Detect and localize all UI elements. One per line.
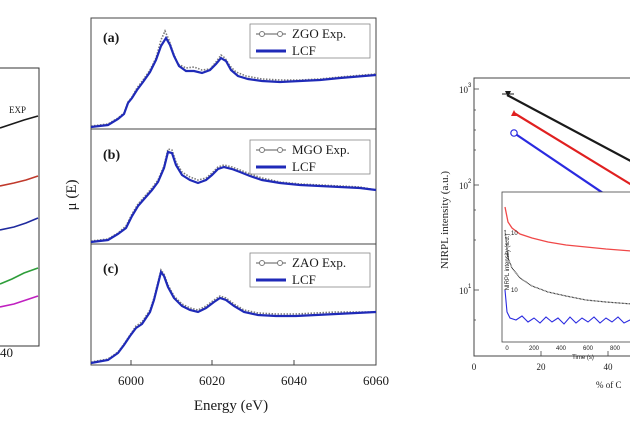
inset-x-tick-800: 800 bbox=[610, 346, 621, 352]
right-xlabel: % of C bbox=[596, 380, 622, 390]
right-y-tick-10: 10 bbox=[459, 286, 469, 296]
subplot-a-legend: ZGO Exp. LCF bbox=[249, 23, 371, 59]
subplot-c-fit-trace bbox=[90, 269, 377, 365]
left-x-tick-partial: 40 bbox=[0, 345, 13, 360]
right-y-tick-100: 10 bbox=[459, 181, 469, 191]
inset: 10 10 NIRPL intensity (a.u.) 0 200 400 6… bbox=[501, 191, 630, 361]
inset-xlabel: Time (s) bbox=[572, 355, 594, 361]
middle-ylabel: μ (E) bbox=[64, 180, 80, 211]
left-series-exp-line bbox=[0, 115, 39, 129]
x-tick-6060: 6060 bbox=[363, 373, 389, 388]
inset-y-tick-lower: 10 bbox=[511, 288, 518, 294]
inset-x-tick-600: 600 bbox=[583, 346, 594, 352]
subplot-c-frame bbox=[90, 243, 377, 366]
subplot-a-label: (a) bbox=[103, 31, 120, 46]
x-tick-6020: 6020 bbox=[199, 373, 225, 388]
right-x-tick-0: 0 bbox=[472, 362, 477, 372]
subplot-a-legend-fit: LCF bbox=[292, 43, 316, 58]
inset-red-decay bbox=[504, 206, 630, 252]
right-y-tick-exp-1: 1 bbox=[468, 284, 472, 290]
inset-x-tick-0: 0 bbox=[505, 346, 509, 352]
right-series-blue-marker bbox=[510, 129, 518, 137]
right-y-tick-exp-3: 3 bbox=[468, 83, 472, 89]
left-series-red-line bbox=[0, 175, 39, 187]
inset-x-tick-400: 400 bbox=[556, 346, 567, 352]
middle-panel: (a) (b) (c) ZGO Exp. LCF MGO Exp. LCF bbox=[64, 17, 389, 414]
subplot-b-legend-fit: LCF bbox=[292, 159, 316, 174]
subplot-b-legend-exp: MGO Exp. bbox=[292, 142, 350, 157]
subplot-c-legend-exp: ZAO Exp. bbox=[292, 255, 346, 270]
left-panel: EXP 40 bbox=[0, 67, 40, 360]
left-series-magenta-line bbox=[0, 295, 39, 308]
right-x-tick-40: 40 bbox=[604, 362, 614, 372]
right-x-tick-20: 20 bbox=[537, 362, 547, 372]
right-axes-frame bbox=[473, 77, 630, 357]
inset-y-tick-upper: 10 bbox=[511, 231, 518, 237]
inset-frame bbox=[501, 191, 630, 343]
inset-blue-decay bbox=[504, 289, 630, 325]
inset-black-decay bbox=[504, 229, 630, 305]
right-series-red-line bbox=[513, 112, 630, 186]
inset-ylabel: NIRPL intensity (a.u.) bbox=[505, 234, 511, 291]
subplot-c-exp-trace bbox=[90, 268, 376, 363]
subplot-a-legend-exp: ZGO Exp. bbox=[292, 26, 346, 41]
right-series-red-marker bbox=[511, 110, 517, 116]
right-y-tick-exp-2: 2 bbox=[468, 179, 472, 185]
subplot-c-legend-fit: LCF bbox=[292, 272, 316, 287]
right-y-tick-1000: 10 bbox=[459, 85, 469, 95]
left-legend-exp: EXP bbox=[9, 105, 26, 115]
x-tick-6040: 6040 bbox=[281, 373, 307, 388]
middle-xlabel: Energy (eV) bbox=[194, 398, 268, 414]
right-ylabel: NIRPL intensity (a.u.) bbox=[439, 171, 451, 269]
subplot-c-legend: ZAO Exp. LCF bbox=[249, 252, 371, 288]
left-series-blue-line bbox=[0, 217, 39, 231]
subplot-b-label: (b) bbox=[103, 148, 120, 163]
subplot-b-legend: MGO Exp. LCF bbox=[249, 139, 371, 175]
inset-x-tick-200: 200 bbox=[529, 346, 540, 352]
x-tick-6000: 6000 bbox=[118, 373, 144, 388]
right-series-black-line bbox=[506, 94, 630, 162]
left-panel-frame bbox=[0, 67, 40, 347]
subplot-c-label: (c) bbox=[103, 262, 119, 277]
left-series-green-line bbox=[0, 267, 39, 285]
right-panel: 10 3 10 2 10 1 NIRPL intensity (a.u.) 0 … bbox=[439, 77, 630, 390]
subplot-a-fit-trace bbox=[90, 35, 377, 129]
subplot-b-fit-trace bbox=[90, 150, 377, 244]
